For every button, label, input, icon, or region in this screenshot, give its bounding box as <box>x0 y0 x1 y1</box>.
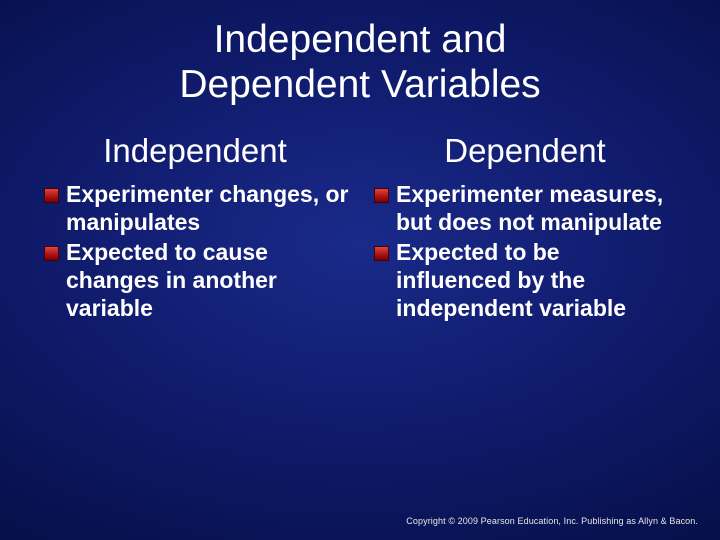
column-right-heading: Dependent <box>370 132 680 170</box>
column-right: Dependent Experimenter measures, but doe… <box>370 132 680 324</box>
column-left: Independent Experimenter changes, or man… <box>40 132 350 324</box>
copyright-footer: Copyright © 2009 Pearson Education, Inc.… <box>406 516 698 526</box>
list-item: Expected to be influenced by the indepen… <box>370 238 680 322</box>
list-item: Expected to cause changes in another var… <box>40 238 350 322</box>
slide: Independent and Dependent Variables Inde… <box>0 0 720 540</box>
column-right-list: Experimenter measures, but does not mani… <box>370 180 680 322</box>
title-line-2: Dependent Variables <box>179 63 540 106</box>
slide-title: Independent and Dependent Variables <box>40 18 680 108</box>
column-left-heading: Independent <box>40 132 350 170</box>
list-item: Experimenter measures, but does not mani… <box>370 180 680 236</box>
list-item: Experimenter changes, or manipulates <box>40 180 350 236</box>
column-left-list: Experimenter changes, or manipulates Exp… <box>40 180 350 322</box>
columns: Independent Experimenter changes, or man… <box>40 132 680 324</box>
title-line-1: Independent and <box>214 18 507 61</box>
